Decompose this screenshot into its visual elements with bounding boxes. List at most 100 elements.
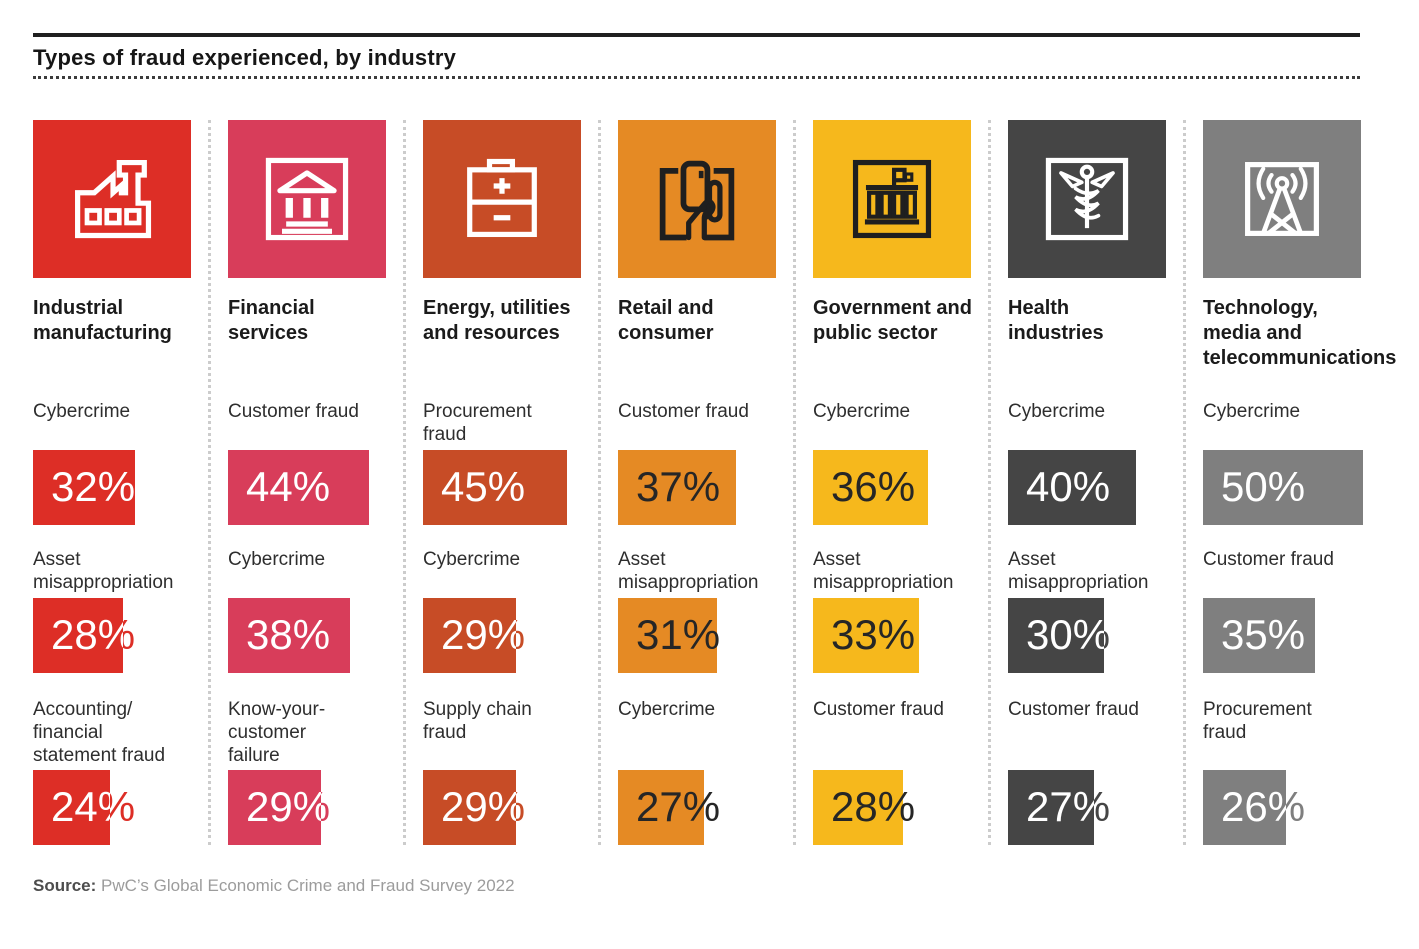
percentage-value: 29%: [441, 610, 516, 658]
percentage-bar: 32% 32%: [33, 450, 191, 525]
industry-tile: [1008, 120, 1166, 278]
source-text: PwC’s Global Economic Crime and Fraud Su…: [101, 876, 515, 895]
percentage-value: 28%: [831, 782, 903, 830]
bar-fill: 33%: [813, 598, 919, 673]
fraud-type-label: Customer fraud: [618, 401, 749, 422]
fraud-type-label: Accounting/ financial statement fraud: [33, 699, 166, 766]
bar-fill: 45%: [423, 450, 567, 525]
percentage-bar: 44% 44%: [228, 450, 386, 525]
caduceus-icon: [1045, 157, 1129, 241]
percentage-value: 35%: [1221, 610, 1306, 658]
percentage-bar: 35% 35%: [1203, 598, 1361, 673]
bar-fill: 36%: [813, 450, 929, 525]
credit-card-hand-icon: [659, 160, 735, 241]
fraud-type-label: Customer fraud: [1008, 699, 1139, 720]
percentage-bar: 28% 28%: [33, 598, 191, 673]
percentage-value: 38%: [246, 610, 331, 658]
percentage-bar: 29% 29%: [423, 770, 581, 845]
title-dotted-rule: [33, 76, 1360, 79]
industry-tile: [228, 120, 386, 278]
fraud-type-label: Procurement fraud: [423, 401, 532, 445]
battery-icon: [467, 158, 537, 238]
percentage-bar: 29% 29%: [228, 770, 386, 845]
bar-fill: 28%: [33, 598, 123, 673]
percentage-value: 50%: [1221, 462, 1306, 510]
industry-name: Retail and consumer: [618, 297, 714, 344]
industry-name: Industrial manufacturing: [33, 297, 172, 344]
percentage-value: 27%: [1026, 782, 1094, 830]
bank-icon: [265, 157, 349, 241]
percentage-value: 44%: [246, 462, 331, 510]
fraud-type-label: Cybercrime: [1203, 401, 1301, 422]
percentage-bar: 38% 38%: [228, 598, 386, 673]
government-building-icon: [852, 159, 932, 239]
top-rule: [33, 33, 1360, 37]
bar-fill: 38%: [228, 598, 350, 673]
fraud-type-label: Cybercrime: [33, 401, 131, 422]
bar-fill: 37%: [618, 450, 737, 525]
column-separator: [988, 120, 991, 845]
industry-name: Financial services: [228, 297, 315, 344]
industry-name: Energy, utilities and resources: [423, 297, 571, 344]
page-title: Types of fraud experienced, by industry: [33, 45, 457, 70]
source-label: Source:: [33, 876, 97, 895]
column-separator: [208, 120, 211, 845]
percentage-bar: 50% 50%: [1203, 450, 1363, 525]
bar-fill: 29%: [228, 770, 321, 845]
percentage-value: 37%: [636, 462, 721, 510]
industry-column-health-industries: Health industries Cybercrime 40% 40% Ass…: [1008, 120, 1166, 845]
industry-name: Health industries: [1008, 297, 1104, 344]
industry-name: Technology, media and telecommunications: [1203, 297, 1397, 369]
percentage-value: 33%: [831, 610, 916, 658]
fraud-type-label: Know-your- customer failure: [228, 699, 326, 766]
industry-tile: [813, 120, 971, 278]
percentage-value: 26%: [1221, 782, 1286, 830]
fraud-type-label: Asset misappropriation: [813, 549, 954, 593]
industry-name: Government and public sector: [813, 297, 972, 344]
percentage-bar: 24% 24%: [33, 770, 191, 845]
fraud-type-label: Cybercrime: [228, 549, 326, 570]
percentage-value: 27%: [636, 782, 704, 830]
bar-fill: 26%: [1203, 770, 1287, 845]
factory-icon: [75, 159, 152, 239]
industry-tile: [33, 120, 191, 278]
column-separator: [598, 120, 601, 845]
bar-fill: 50%: [1203, 450, 1363, 525]
bar-fill: 40%: [1008, 450, 1136, 525]
fraud-type-label: Asset misappropriation: [1008, 549, 1149, 593]
percentage-bar: 36% 36%: [813, 450, 971, 525]
fraud-type-label: Supply chain fraud: [423, 699, 532, 743]
fraud-type-label: Customer fraud: [813, 699, 944, 720]
percentage-value: 24%: [51, 782, 110, 830]
percentage-bar: 27% 27%: [618, 770, 776, 845]
bar-fill: 35%: [1203, 598, 1315, 673]
bar-fill: 27%: [1008, 770, 1095, 845]
industry-column-retail-consumer: Retail and consumer Customer fraud 37% 3…: [618, 120, 776, 845]
bar-fill: 30%: [1008, 598, 1104, 673]
column-separator: [1183, 120, 1186, 845]
percentage-bar: 28% 28%: [813, 770, 971, 845]
percentage-bar: 45% 45%: [423, 450, 581, 525]
industry-tile: [618, 120, 776, 278]
percentage-bar: 26% 26%: [1203, 770, 1361, 845]
industry-column-technology-media-telecom: Technology, media and telecommunications…: [1203, 120, 1396, 845]
bar-fill: 31%: [618, 598, 718, 673]
industry-tile: [423, 120, 581, 278]
industry-column-energy-utilities-resources: Energy, utilities and resources Procurem…: [423, 120, 581, 845]
percentage-value: 30%: [1026, 610, 1104, 658]
bar-fill: 27%: [618, 770, 705, 845]
percentage-value: 40%: [1026, 462, 1111, 510]
industry-columns: Industrial manufacturing Cybercrime 32% …: [33, 120, 1396, 845]
column-separator: [793, 120, 796, 845]
fraud-type-label: Asset misappropriation: [33, 549, 174, 593]
bar-fill: 29%: [423, 770, 516, 845]
percentage-bar: 40% 40%: [1008, 450, 1166, 525]
percentage-bar: 27% 27%: [1008, 770, 1166, 845]
fraud-type-label: Customer fraud: [1203, 549, 1334, 570]
fraud-type-label: Cybercrime: [618, 699, 716, 720]
percentage-value: 31%: [636, 610, 718, 658]
bar-fill: 32%: [33, 450, 136, 525]
radio-tower-icon: [1245, 162, 1319, 236]
fraud-type-label: Customer fraud: [228, 401, 359, 422]
